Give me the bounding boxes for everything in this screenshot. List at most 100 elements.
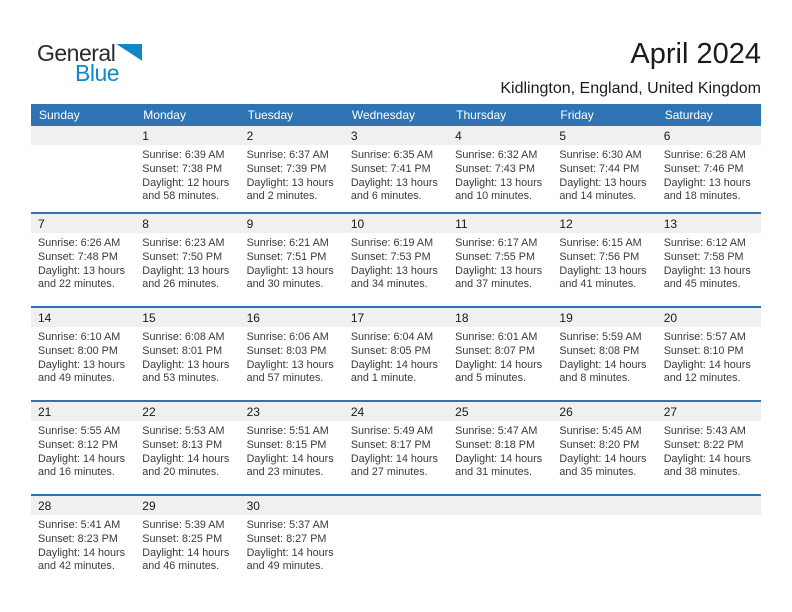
empty-day-details	[552, 515, 656, 574]
weekday-header-row: Sunday Monday Tuesday Wednesday Thursday Frid…	[31, 104, 761, 126]
day-details: Sunrise: 6:06 AM Sunset: 8:03 PM Daylight:…	[240, 327, 344, 386]
weekday-header-monday: Monday	[143, 108, 186, 122]
title-block: April 2024 Kidlington, England, United K…	[500, 38, 761, 98]
week-row: 28 29 30 Sunrise: 5:41 AM Sunset: 8:23 PM Day…	[31, 494, 761, 588]
detail-line: Sunset: 7:41 PM	[350, 162, 431, 175]
day-details: Sunrise: 6:19 AM Sunset: 7:53 PM Daylight:…	[344, 233, 448, 292]
detail-line: Daylight: 14 hours	[559, 358, 647, 371]
day-details: Sunrise: 6:35 AM Sunset: 7:41 PM Daylight:…	[344, 145, 448, 204]
day-number: 16	[246, 310, 260, 325]
detail-line: Daylight: 13 hours	[350, 176, 438, 189]
day-details: Sunrise: 6:12 AM Sunset: 7:58 PM Daylight:…	[657, 233, 761, 292]
detail-line: and 58 minutes.	[142, 190, 220, 203]
detail-line: Sunrise: 5:41 AM	[38, 519, 121, 531]
detail-line: and 14 minutes.	[559, 190, 637, 203]
detail-line: and 49 minutes.	[246, 560, 324, 573]
detail-line: and 18 minutes.	[663, 190, 741, 203]
detail-line: Daylight: 13 hours	[38, 358, 126, 371]
detail-line: Sunrise: 5:45 AM	[559, 425, 642, 437]
detail-line: Daylight: 14 hours	[350, 452, 438, 465]
detail-line: Sunrise: 6:19 AM	[350, 237, 434, 249]
detail-line: Daylight: 13 hours	[246, 176, 334, 189]
detail-line: and 16 minutes.	[38, 466, 115, 479]
weekday-header-tuesday: Tuesday	[247, 108, 294, 122]
week-row: 1 2 3 4 5 6 Sunrise: 6:39 AM Sunset: 7:38 PM Day…	[31, 126, 761, 212]
day-number: 2	[246, 128, 254, 143]
day-number: 19	[559, 310, 573, 325]
detail-line: Daylight: 13 hours	[455, 264, 543, 277]
detail-line: Sunrise: 5:43 AM	[663, 425, 746, 437]
detail-line: Sunrise: 6:04 AM	[350, 331, 434, 343]
day-details-row: Sunrise: 5:55 AM Sunset: 8:12 PM Daylight:…	[31, 421, 761, 480]
day-details: Sunrise: 5:49 AM Sunset: 8:17 PM Daylight:…	[344, 421, 448, 480]
detail-line: Sunset: 7:53 PM	[350, 250, 431, 263]
day-number: 18	[455, 310, 469, 325]
day-number: 23	[246, 404, 260, 419]
logo-text-blue: Blue	[75, 60, 120, 86]
day-details: Sunrise: 5:43 AM Sunset: 8:22 PM Daylight:…	[657, 421, 761, 480]
day-number: 24	[350, 404, 365, 419]
day-details-row: Sunrise: 6:39 AM Sunset: 7:38 PM Daylight:…	[31, 145, 761, 204]
detail-line: Daylight: 14 hours	[142, 546, 230, 559]
day-number: 8	[142, 216, 149, 231]
week-row: 7 8 9 10 11 12 13 Sunrise: 6:26 AM Sunset: 7:48 …	[31, 212, 761, 306]
detail-line: Daylight: 14 hours	[38, 452, 126, 465]
detail-line: Sunset: 8:12 PM	[38, 438, 118, 451]
day-number: 25	[455, 404, 469, 419]
day-details-row: Sunrise: 6:26 AM Sunset: 7:48 PM Daylight:…	[31, 233, 761, 292]
detail-line: Daylight: 13 hours	[663, 264, 751, 277]
day-details: Sunrise: 6:21 AM Sunset: 7:51 PM Daylight:…	[240, 233, 344, 292]
detail-line: Sunrise: 6:37 AM	[246, 149, 329, 161]
day-number: 29	[142, 498, 156, 513]
detail-line: Daylight: 14 hours	[350, 358, 438, 371]
detail-line: Daylight: 13 hours	[559, 176, 647, 189]
detail-line: Daylight: 14 hours	[142, 452, 230, 465]
detail-line: and 26 minutes.	[142, 278, 220, 291]
day-details: Sunrise: 5:41 AM Sunset: 8:23 PM Daylight:…	[31, 515, 135, 574]
day-details: Sunrise: 6:28 AM Sunset: 7:46 PM Daylight:…	[657, 145, 761, 204]
day-number-band: 21 22 23 24 25 26 27	[31, 402, 761, 421]
week-row: 21 22 23 24 25 26 27 Sunrise: 5:55 AM Sunset: 8:…	[31, 400, 761, 494]
day-number: 1	[142, 128, 149, 143]
day-number: 26	[559, 404, 573, 419]
day-number: 9	[246, 216, 254, 231]
detail-line: Daylight: 13 hours	[246, 358, 334, 371]
detail-line: Daylight: 14 hours	[246, 452, 334, 465]
day-number: 7	[38, 216, 45, 231]
detail-line: Sunrise: 5:39 AM	[142, 519, 225, 531]
day-details: Sunrise: 6:01 AM Sunset: 8:07 PM Daylight:…	[448, 327, 552, 386]
detail-line: Sunset: 8:27 PM	[246, 532, 327, 545]
detail-line: and 23 minutes.	[246, 466, 324, 479]
day-details: Sunrise: 5:53 AM Sunset: 8:13 PM Daylight:…	[135, 421, 239, 480]
detail-line: and 57 minutes.	[246, 372, 324, 385]
logo-text-general: General	[37, 40, 116, 66]
detail-line: Sunrise: 6:10 AM	[38, 331, 121, 343]
day-details: Sunrise: 6:26 AM Sunset: 7:48 PM Daylight:…	[31, 233, 135, 292]
weekday-header-sunday: Sunday	[39, 108, 80, 122]
day-number-band: 7 8 9 10 11 12 13	[31, 214, 761, 233]
detail-line: Sunset: 7:39 PM	[246, 162, 327, 175]
detail-line: and 6 minutes.	[350, 190, 422, 203]
detail-line: Sunset: 7:55 PM	[455, 250, 535, 263]
detail-line: Sunset: 8:15 PM	[246, 438, 327, 451]
detail-line: and 41 minutes.	[559, 278, 637, 291]
day-number: 5	[559, 128, 567, 143]
detail-line: Sunset: 7:58 PM	[663, 250, 744, 263]
day-number: 28	[38, 498, 52, 513]
detail-line: Sunset: 8:20 PM	[559, 438, 640, 451]
day-details: Sunrise: 6:30 AM Sunset: 7:44 PM Daylight:…	[552, 145, 656, 204]
page-title: April 2024	[630, 38, 761, 70]
detail-line: Sunset: 7:48 PM	[38, 250, 118, 263]
detail-line: Sunset: 8:18 PM	[455, 438, 535, 451]
day-number: 4	[455, 128, 462, 143]
day-number-band: 28 29 30	[31, 496, 761, 515]
day-number: 30	[246, 498, 260, 513]
detail-line: and 8 minutes.	[559, 372, 631, 385]
day-number: 22	[142, 404, 156, 419]
weekday-header-friday: Friday	[560, 108, 594, 122]
detail-line: Daylight: 13 hours	[350, 264, 438, 277]
detail-line: and 53 minutes.	[142, 372, 220, 385]
day-details: Sunrise: 6:08 AM Sunset: 8:01 PM Daylight:…	[135, 327, 239, 386]
day-details: Sunrise: 6:10 AM Sunset: 8:00 PM Daylight:…	[31, 327, 135, 386]
